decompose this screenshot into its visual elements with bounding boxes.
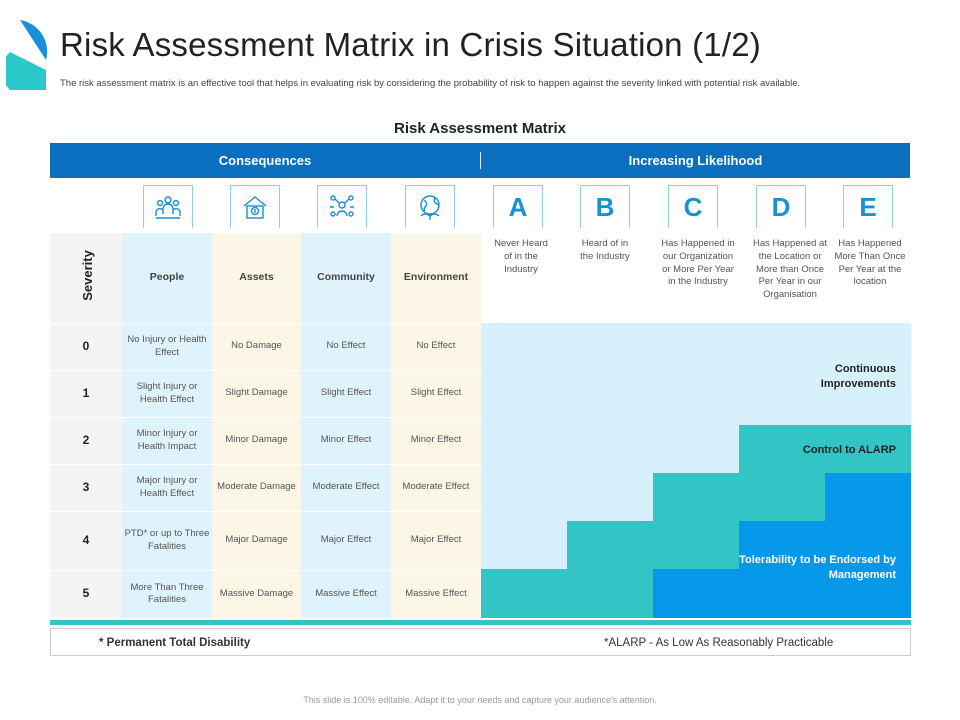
people-cell: Major Injury or Health Effect xyxy=(136,475,198,499)
row-divider xyxy=(50,323,481,324)
community-cell: Moderate Effect xyxy=(312,481,380,493)
row-divider xyxy=(50,370,481,371)
likelihood-letter-c: C xyxy=(668,185,718,228)
severity-label: Severity xyxy=(79,249,95,301)
likelihood-desc-d: Has Happened at the Location or More tha… xyxy=(753,238,827,301)
header-divider xyxy=(480,152,481,169)
row-divider xyxy=(50,570,481,571)
column-header-community: Community xyxy=(317,271,375,284)
assets-cell: Slight Damage xyxy=(225,387,288,399)
assets-column xyxy=(212,233,301,618)
people-cell: Slight Injury or Health Effect xyxy=(136,381,198,405)
environment-icon xyxy=(405,185,455,228)
continuous-improvements-label: Continuous Improvements xyxy=(820,363,896,390)
column-header-environment: Environment xyxy=(403,271,469,284)
community-column xyxy=(301,233,391,618)
environment-cell: Moderate Effect xyxy=(402,481,470,493)
assets-icon xyxy=(230,185,280,228)
assets-cell: No Damage xyxy=(231,340,282,352)
assets-cell: Major Damage xyxy=(225,534,288,546)
environment-cell: Minor Effect xyxy=(410,434,462,446)
community-cell: No Effect xyxy=(326,340,366,352)
likelihood-letter-a: A xyxy=(493,185,543,228)
likelihood-header: Increasing Likelihood xyxy=(628,153,763,168)
likelihood-desc-e: Has Happened More Than Once Per Year at … xyxy=(834,238,906,288)
environment-cell: Major Effect xyxy=(410,534,462,546)
people-icon xyxy=(143,185,193,228)
people-column xyxy=(122,233,212,618)
people-cell: More Than Three Fatalities xyxy=(130,581,204,605)
tolerability-zone xyxy=(653,569,911,618)
ptd-footnote: * Permanent Total Disability xyxy=(99,637,251,649)
likelihood-letter-e: E xyxy=(843,185,893,228)
row-divider xyxy=(50,464,481,465)
people-cell: Minor Injury or Health Impact xyxy=(136,428,198,452)
community-cell: Minor Effect xyxy=(320,434,372,446)
likelihood-desc-a: Never Heard of in the Industry xyxy=(494,238,548,275)
severity-value: 0 xyxy=(82,338,90,353)
row-divider xyxy=(50,417,481,418)
brand-logo xyxy=(6,20,48,90)
likelihood-desc-b: Heard of in the Industry xyxy=(580,238,630,262)
likelihood-letter-b: B xyxy=(580,185,630,228)
editable-note: This slide is 100% editable. Adapt it to… xyxy=(303,695,657,705)
community-icon xyxy=(317,185,367,228)
likelihood-desc-c: Has Happened in our Organization or More… xyxy=(661,238,735,288)
footnote-divider xyxy=(50,620,911,625)
tolerability-zone xyxy=(739,521,911,569)
column-header-people: People xyxy=(149,271,185,284)
community-cell: Major Effect xyxy=(320,534,372,546)
column-header-assets: Assets xyxy=(239,271,274,284)
matrix-header-bar: Consequences Increasing Likelihood xyxy=(50,143,910,178)
tolerability-zone xyxy=(825,473,911,521)
community-cell: Slight Effect xyxy=(320,387,372,399)
environment-cell: Slight Effect xyxy=(410,387,462,399)
footnote-box: * Permanent Total Disability *ALARP - As… xyxy=(50,628,911,656)
assets-cell: Minor Damage xyxy=(225,434,288,446)
severity-value: 1 xyxy=(82,385,90,400)
control-to-alarp-label: Control to ALARP xyxy=(802,444,896,456)
tolerability-label: Tolerability to be Endorsed by Managemen… xyxy=(739,554,896,581)
severity-value: 5 xyxy=(82,586,90,601)
environment-column xyxy=(391,233,481,618)
assets-cell: Moderate Damage xyxy=(217,481,296,493)
environment-cell: No Effect xyxy=(416,340,456,352)
community-cell: Massive Effect xyxy=(315,587,377,599)
severity-value: 3 xyxy=(82,479,90,494)
alarp-zone xyxy=(739,425,911,473)
severity-value: 2 xyxy=(82,432,90,447)
page-subtitle: The risk assessment matrix is an effecti… xyxy=(60,78,801,89)
likelihood-letter-d: D xyxy=(756,185,806,228)
assets-cell: Massive Damage xyxy=(219,587,294,599)
people-cell: No Injury or Health Effect xyxy=(127,334,207,358)
alarp-footnote: *ALARP - As Low As Reasonably Practicabl… xyxy=(604,637,834,649)
severity-value: 4 xyxy=(82,532,90,547)
severity-column xyxy=(50,233,122,618)
environment-cell: Massive Effect xyxy=(405,587,467,599)
row-divider xyxy=(50,511,481,512)
people-cell: PTD* or up to Three Fatalities xyxy=(124,528,210,552)
page-title: Risk Assessment Matrix in Crisis Situati… xyxy=(60,26,761,63)
consequences-header: Consequences xyxy=(218,153,312,168)
matrix-title: Risk Assessment Matrix xyxy=(393,120,567,137)
